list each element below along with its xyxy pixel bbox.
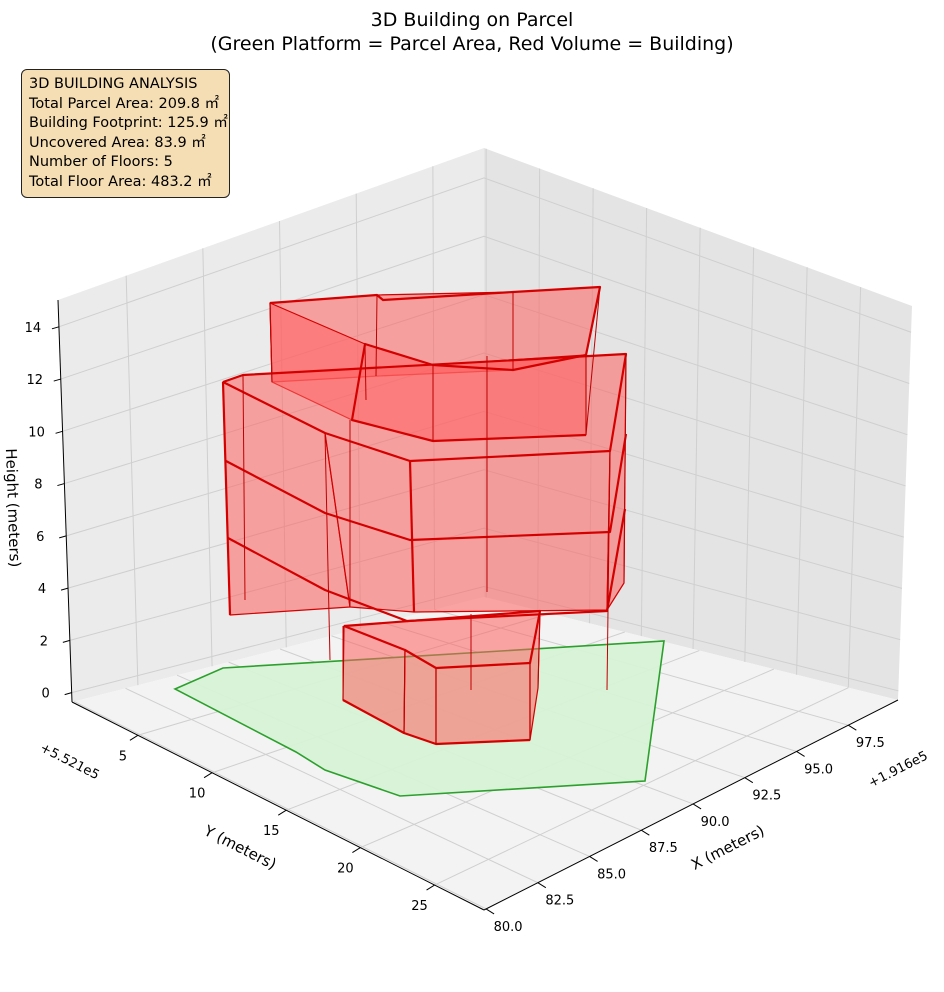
building-vertical-edge	[324, 432, 331, 661]
x-tick-label: 92.5	[752, 789, 781, 804]
building-vertical-edge	[585, 286, 601, 436]
building-edge	[408, 460, 416, 613]
z-axis-line	[57, 299, 73, 703]
z-tick-label: 0	[42, 687, 50, 702]
x-floor-gridline	[73, 701, 487, 910]
z-tick	[57, 483, 65, 487]
building-face	[435, 662, 531, 745]
x-pane-gridline	[692, 227, 701, 650]
x-pane-gridline	[640, 208, 648, 637]
z-axis-label: Height (meters)	[2, 448, 24, 568]
y-floor-gridline	[434, 687, 849, 886]
x-tick-label: 95.0	[804, 762, 833, 777]
building-vertical-edge	[269, 302, 273, 383]
analysis-line: Uncovered Area: 83.9 ㎡	[29, 134, 206, 151]
x-axis-line	[483, 699, 899, 911]
x-tick	[537, 882, 547, 889]
z-tick-label: 14	[25, 321, 42, 336]
x-pane-gridline	[847, 287, 862, 688]
y-tick-label: 25	[411, 899, 428, 914]
x-tick	[589, 856, 598, 862]
y-tick	[129, 734, 139, 741]
title-line-1: 3D Building on Parcel	[371, 9, 574, 31]
z-tick	[64, 692, 72, 696]
analysis-line: Total Parcel Area: 209.8 ㎡	[29, 95, 220, 112]
z-tick	[62, 639, 70, 643]
y-axis-line	[71, 701, 485, 911]
title-line-2: (Green Platform = Parcel Area, Red Volum…	[210, 33, 733, 55]
z-gridline	[58, 177, 912, 333]
x-pane-gridline	[796, 267, 808, 675]
y-axis: 5 10 15 20 25	[71, 701, 485, 914]
z-tick	[55, 430, 63, 434]
x-pane-gridline	[744, 247, 755, 662]
y-tick	[203, 772, 213, 779]
x-tick	[848, 724, 857, 731]
x-tick-label: 82.5	[545, 894, 574, 909]
z-tick-label: 10	[28, 425, 45, 440]
z-gridline	[60, 235, 910, 384]
y-tick-label: 10	[189, 787, 206, 802]
x-tick-label: 90.0	[701, 815, 730, 830]
building-edge	[343, 609, 542, 670]
building-vertical-edge	[242, 374, 246, 601]
z-tick	[60, 587, 69, 591]
building-face	[409, 450, 611, 613]
x-tick	[485, 908, 495, 915]
analysis-heading: 3D BUILDING ANALYSIS	[29, 76, 198, 92]
building-vertical-edge	[623, 353, 627, 584]
x-axis: 97.5 95.0 92.5 90.0 87.5 85.0 82.5 80.0	[483, 699, 899, 935]
y-pane-gridline	[125, 275, 139, 686]
y-tick	[426, 884, 435, 891]
analysis-line: Total Floor Area: 483.2 ㎡	[29, 173, 212, 190]
y-tick-label: 20	[337, 862, 354, 877]
building-vertical-edge	[606, 450, 611, 691]
y-pane-gridline	[202, 248, 213, 667]
building-vertical-edge	[364, 343, 367, 401]
x-tick-label: 85.0	[597, 867, 626, 882]
chart-title: 3D Building on Parcel (Green Platform = …	[210, 9, 733, 55]
x-tick	[641, 829, 650, 836]
z-tick-label: 2	[40, 634, 48, 649]
building-volume	[221, 285, 628, 746]
x-tick	[692, 803, 702, 810]
y-offset-label: +5.521e5	[37, 741, 101, 784]
building-edge	[269, 285, 602, 443]
building-edge	[221, 381, 232, 616]
x-tick	[796, 751, 805, 757]
z-tick-label: 6	[36, 530, 44, 545]
x-floor-gridline	[125, 687, 539, 884]
building-vertical-edge	[403, 649, 406, 734]
y-tick-label: 5	[119, 749, 127, 764]
x-tick	[744, 777, 754, 784]
x-tick-label: 80.0	[494, 920, 523, 935]
building-edge	[342, 699, 531, 746]
building-analysis-box: 3D BUILDING ANALYSIS Total Parcel Area: …	[21, 69, 230, 198]
z-tick-label: 8	[34, 478, 42, 493]
x-tick-label: 97.5	[856, 736, 885, 751]
analysis-line: Number of Floors: 5	[29, 154, 173, 170]
building-vertical-edge	[537, 610, 541, 689]
y-tick-label: 15	[263, 824, 280, 839]
z-tick-label: 4	[38, 582, 46, 597]
x-offset-label: +1.916e5	[866, 749, 930, 792]
z-tick-label: 12	[26, 373, 43, 388]
analysis-line: Building Footprint: 125.9 ㎡	[29, 115, 228, 131]
building-edge	[225, 433, 628, 542]
y-tick	[277, 809, 287, 816]
x-tick-label: 87.5	[649, 841, 678, 856]
building-vertical-edge	[375, 294, 378, 377]
z-tick	[51, 326, 60, 330]
z-tick	[53, 378, 61, 382]
z-tick	[59, 535, 67, 539]
y-tick	[352, 847, 361, 854]
z-axis: 0 2 4 6 8 10 12 14	[25, 299, 73, 703]
